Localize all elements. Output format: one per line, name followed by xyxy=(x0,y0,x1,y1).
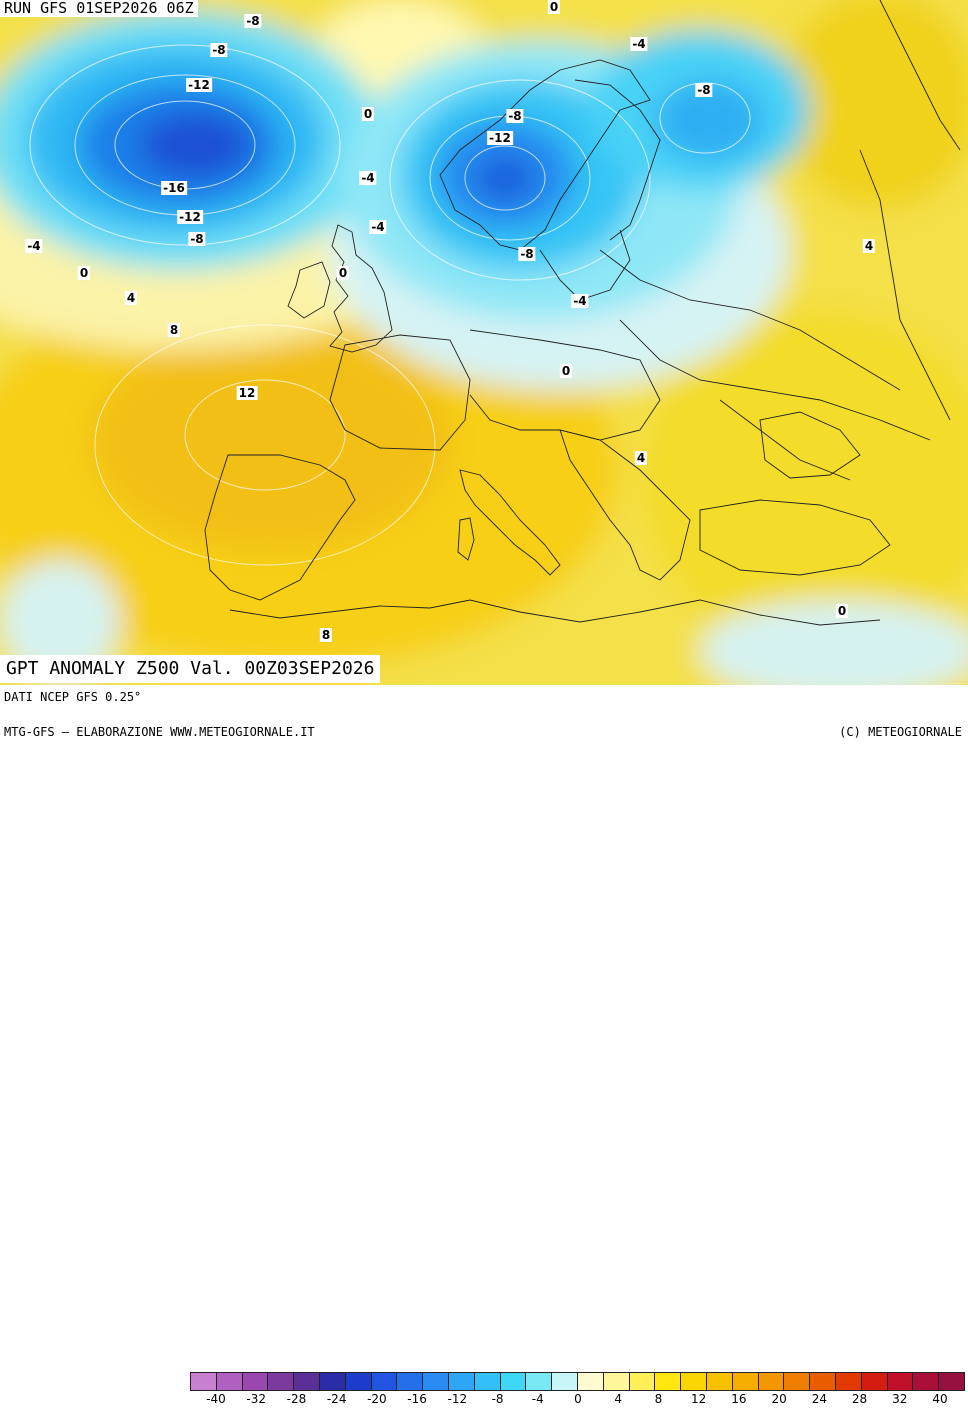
contour-label: -12 xyxy=(186,78,212,92)
scale-tick-label: 28 xyxy=(851,1392,868,1406)
scale-tick-label: -28 xyxy=(286,1392,307,1406)
contour-label: -4 xyxy=(369,220,387,234)
contour-label: 0 xyxy=(77,266,91,280)
color-swatch xyxy=(783,1372,811,1391)
color-scale-ticks: -40 -32 -28 -24 -20 -16 -12 -8 -4 0 4 8 12 16 20 24 28 32… xyxy=(191,1392,965,1408)
contour-label: 4 xyxy=(124,291,138,305)
contour-label: -8 xyxy=(695,83,713,97)
color-swatch xyxy=(680,1372,707,1391)
color-swatch xyxy=(499,1372,527,1391)
contour-label: -12 xyxy=(487,131,513,145)
contour-label: -4 xyxy=(630,37,648,51)
contour-label: 0 xyxy=(835,604,849,618)
color-scale-bar xyxy=(190,1372,965,1391)
color-swatch xyxy=(551,1372,578,1391)
color-swatch xyxy=(215,1372,243,1391)
contour-label: -4 xyxy=(25,239,43,253)
color-swatch xyxy=(834,1372,862,1391)
contour-label: 8 xyxy=(167,323,181,337)
color-swatch xyxy=(654,1372,682,1391)
color-swatch xyxy=(576,1372,604,1391)
color-swatch xyxy=(241,1372,269,1391)
contour-label: 4 xyxy=(862,239,876,253)
contour-label: -16 xyxy=(161,181,187,195)
scale-tick-label: -20 xyxy=(367,1392,387,1406)
scale-tick-label: -40 xyxy=(206,1392,226,1406)
footer: DATI NCEP GFS 0.25° -40 -32 -28 -24 -20 -16 -1… xyxy=(0,685,968,1406)
copyright-label: (C) METEOGIORNALE xyxy=(839,725,962,739)
data-source-label: DATI NCEP GFS 0.25° xyxy=(4,690,142,704)
color-swatch xyxy=(938,1372,965,1391)
contour-label: 0 xyxy=(336,266,350,280)
scale-tick-label: -32 xyxy=(246,1392,267,1406)
scale-tick-label: 20 xyxy=(771,1392,787,1406)
scale-tick-label: -12 xyxy=(447,1392,468,1406)
contour-label: 0 xyxy=(547,0,561,14)
scale-tick-label: -16 xyxy=(407,1392,427,1406)
color-swatch xyxy=(396,1372,424,1391)
color-swatch xyxy=(370,1372,398,1391)
contour-label: -8 xyxy=(518,247,536,261)
scale-tick-label: 40 xyxy=(932,1392,948,1406)
contour-label: -8 xyxy=(188,232,206,246)
scale-tick-label: -4 xyxy=(531,1392,544,1406)
scale-tick-label: -24 xyxy=(326,1392,347,1406)
color-swatch xyxy=(422,1372,449,1391)
color-swatch xyxy=(809,1372,836,1391)
color-swatch xyxy=(190,1372,217,1391)
color-swatch xyxy=(602,1372,630,1391)
color-swatch xyxy=(318,1372,346,1391)
scale-tick-label: 16 xyxy=(731,1392,747,1406)
color-swatch xyxy=(267,1372,295,1391)
contour-label: -8 xyxy=(244,14,262,28)
color-swatch xyxy=(473,1372,501,1391)
contour-label: 12 xyxy=(236,386,258,400)
color-swatch xyxy=(344,1372,372,1391)
contour-label: -12 xyxy=(177,210,203,224)
color-swatch xyxy=(628,1372,656,1391)
color-swatch xyxy=(912,1372,940,1391)
contour-label: -4 xyxy=(359,171,377,185)
color-swatch xyxy=(705,1372,733,1391)
scale-tick-label: 24 xyxy=(811,1392,827,1406)
color-swatch xyxy=(447,1372,475,1391)
credit-label: MTG-GFS – ELABORAZIONE WWW.METEOGIORNALE… xyxy=(4,725,315,739)
map-title: GPT ANOMALY Z500 Val. 00Z03SEP2026 xyxy=(0,655,381,683)
contour-label: -8 xyxy=(506,109,524,123)
color-swatch xyxy=(757,1372,785,1391)
contour-label: 4 xyxy=(634,451,648,465)
scale-tick-label: 12 xyxy=(691,1392,707,1406)
color-swatch xyxy=(293,1372,320,1391)
contour-label: 8 xyxy=(319,628,333,642)
anomaly-field xyxy=(0,0,968,685)
scale-tick-label: 8 xyxy=(654,1392,663,1406)
color-swatch xyxy=(860,1372,888,1391)
anomaly-map: RUN GFS 01SEP2026 06Z -8 0 -8 -4 -12 -8 0 -8 -12… xyxy=(0,0,968,685)
scale-tick-label: -8 xyxy=(491,1392,504,1406)
color-swatch xyxy=(731,1372,759,1391)
scale-tick-label: 0 xyxy=(574,1392,582,1406)
scale-tick-label: 4 xyxy=(614,1392,623,1406)
color-swatch xyxy=(525,1372,553,1391)
color-swatch xyxy=(886,1372,914,1391)
contour-label: 0 xyxy=(361,107,375,121)
contour-label: 0 xyxy=(559,364,573,378)
contour-label: -8 xyxy=(210,43,228,57)
run-label: RUN GFS 01SEP2026 06Z xyxy=(0,0,198,17)
contour-label: -4 xyxy=(571,294,589,308)
scale-tick-label: 32 xyxy=(892,1392,908,1406)
